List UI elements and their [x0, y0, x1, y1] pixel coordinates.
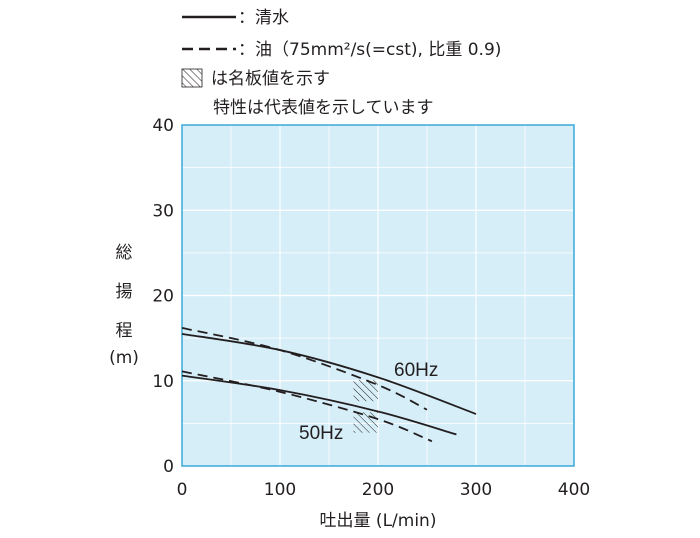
y-axis-label-char-3: 程: [116, 321, 133, 341]
legend: ：清水 ：油（75mm²/s(=cst), 比重 0.9) は名板値を示す 特性…: [181, 8, 501, 118]
y-tick-label: 0: [163, 457, 174, 477]
x-axis-label: 吐出量 (L/min): [320, 511, 437, 531]
series-label-60hz: 60Hz: [394, 360, 438, 381]
y-tick-label: 40: [152, 116, 174, 136]
dashed-series-line-3: [181, 370, 433, 443]
legend-dashed-label: ：油（75mm²/s(=cst), 比重 0.9): [238, 40, 501, 60]
x-tick-label: 200: [362, 480, 394, 500]
y-tick-label: 20: [152, 287, 174, 307]
legend-solid-label: ：清水: [238, 8, 289, 28]
series-lines: [181, 327, 477, 443]
x-tick-label: 400: [558, 480, 590, 500]
series-label-50hz: 50Hz: [299, 423, 343, 444]
y-tick-label: 10: [152, 372, 174, 392]
x-tick-label: 300: [460, 480, 492, 500]
rated-region-hatch: [353, 412, 378, 433]
plot-frame: [181, 124, 575, 467]
legend-hatch-label: は名板値を示す: [211, 69, 330, 89]
y-tick-label: 30: [152, 201, 174, 221]
rated-region-hatch: [353, 379, 378, 402]
x-tick-label: 100: [264, 480, 296, 500]
solid-series-line-2: [181, 374, 457, 436]
solid-series-line-0: [181, 332, 477, 415]
x-tick-label: 0: [177, 480, 188, 500]
dashed-series-line-1: [181, 327, 428, 411]
y-axis-label-char-1: 総: [116, 243, 133, 263]
y-axis-label: 総 揚 程 (m): [109, 243, 139, 368]
legend-note: 特性は代表値を示しています: [213, 98, 434, 118]
legend-hatch-swatch: [181, 68, 203, 88]
tick-labels: 0 100 200 300 400 0 10 20 30 40: [152, 116, 590, 500]
y-axis-label-char-2: 揚: [116, 282, 133, 302]
y-axis-label-unit: (m): [109, 348, 139, 368]
